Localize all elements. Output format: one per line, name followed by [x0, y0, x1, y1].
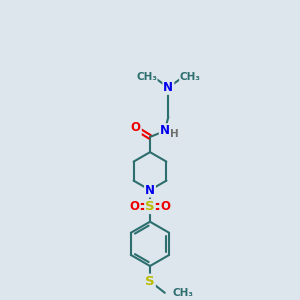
Text: O: O [130, 200, 140, 213]
Text: N: N [160, 124, 170, 137]
Text: N: N [145, 184, 155, 196]
Text: CH₃: CH₃ [136, 72, 157, 82]
Text: S: S [145, 275, 155, 288]
Text: CH₃: CH₃ [180, 72, 201, 82]
Text: O: O [131, 122, 141, 134]
Text: O: O [160, 200, 170, 213]
Text: N: N [163, 81, 173, 94]
Text: S: S [145, 200, 155, 213]
Text: H: H [170, 129, 178, 139]
Text: CH₃: CH₃ [172, 288, 193, 298]
